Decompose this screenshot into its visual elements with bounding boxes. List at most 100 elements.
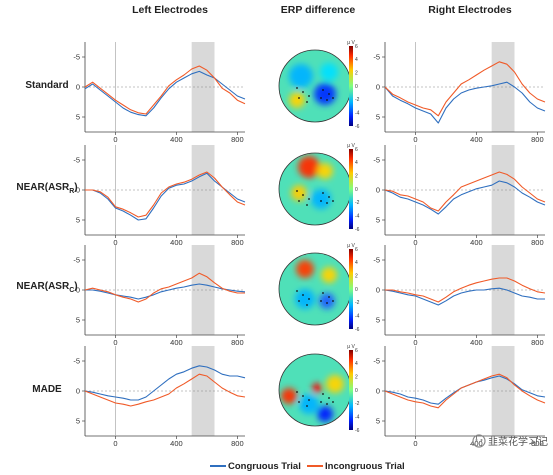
colorbar-tick-label: -2: [355, 300, 360, 306]
topo-blob: [317, 406, 333, 422]
electrode-dot: [306, 101, 308, 103]
x-tick-label: 400: [470, 238, 483, 247]
colorbar-tick-label: 2: [355, 173, 358, 179]
row-label-2: NEAR(ASRC): [16, 281, 77, 294]
row-label-tail: ): [74, 182, 77, 193]
colorbar-tick-label: 4: [355, 57, 358, 63]
colorbar-tick-label: -4: [355, 414, 360, 420]
electrode-dot: [302, 395, 304, 397]
y-tick-label: -5: [73, 256, 80, 265]
electrode-dot: [326, 302, 328, 304]
topo-blob: [326, 375, 344, 393]
panel-left-1: -5 0 5 0 400 800: [73, 145, 246, 247]
y-tick-label: 0: [376, 387, 380, 396]
panel-right-2: -5 0 5 0 400 800: [373, 245, 546, 347]
y-tick-label: 5: [76, 216, 80, 225]
colorbar-tick-label: -2: [355, 401, 360, 407]
y-tick-label: 0: [76, 83, 80, 92]
y-tick-label: 0: [376, 286, 380, 295]
colorbar-tick-label: 6: [355, 44, 358, 50]
colorbar-tick-label: 6: [355, 348, 358, 354]
topo-blob: [281, 388, 297, 404]
electrode-dot: [308, 95, 310, 97]
x-tick-label: 800: [531, 238, 544, 247]
electrode-dot: [308, 198, 310, 200]
colorbar-tick-label: -6: [355, 428, 360, 434]
colorbar-tick-label: 6: [355, 147, 358, 153]
panel-right-1: -5 0 5 0 400 800: [373, 145, 546, 247]
x-tick-label: 400: [170, 135, 183, 144]
electrode-dot: [296, 290, 298, 292]
y-tick-label: 5: [76, 316, 80, 325]
shaded-window: [491, 42, 515, 132]
panel-left-0: -5 0 5 0 400 800: [73, 42, 246, 144]
colorbar-unit-label: μ V: [347, 143, 355, 149]
topo-blob: [314, 83, 336, 105]
y-tick-label: -5: [373, 53, 380, 62]
electrode-dot: [326, 99, 328, 101]
incongruous-series-line: [385, 277, 546, 303]
colorbar-tick-label: -4: [355, 110, 360, 116]
y-tick-label: 0: [376, 186, 380, 195]
x-tick-label: 800: [531, 439, 544, 448]
y-tick-label: -5: [373, 256, 380, 265]
row-label-1: NEAR(ASRR): [16, 182, 77, 195]
wechat-icon-inner-2: [480, 439, 483, 441]
wechat-icon: [472, 434, 486, 448]
topo-blob: [311, 189, 331, 209]
colorbar-tick-label: 2: [355, 273, 358, 279]
x-tick-label: 800: [231, 338, 244, 347]
y-tick-label: 5: [376, 316, 380, 325]
y-tick-label: 0: [376, 83, 380, 92]
col-title-erp: ERP difference: [281, 4, 356, 16]
electrode-dot: [308, 399, 310, 401]
colorbar-tick-label: 2: [355, 70, 358, 76]
y-tick-label: 5: [376, 417, 380, 426]
colorbar-tick-label: 0: [355, 287, 358, 293]
x-tick-label: 0: [413, 338, 417, 347]
topo-blob: [317, 163, 333, 179]
colorbar: [349, 46, 353, 126]
colorbar-tick-label: -4: [355, 313, 360, 319]
topo-blob: [296, 260, 314, 278]
y-tick-label: -5: [373, 156, 380, 165]
row-label-3: MADE: [32, 384, 62, 395]
colorbar: [349, 350, 353, 430]
electrode-dot: [326, 202, 328, 204]
colorbar-tick-label: -2: [355, 200, 360, 206]
topoplot-3: μ V6 4 2 0 -2 -4 -6: [278, 344, 360, 434]
x-tick-label: 0: [113, 338, 117, 347]
row-label-0: Standard: [25, 80, 68, 91]
x-tick-label: 0: [413, 135, 417, 144]
shaded-window: [491, 145, 515, 235]
congruous-series-line: [85, 283, 246, 300]
electrode-dot: [328, 397, 330, 399]
x-tick-label: 400: [170, 439, 183, 448]
electrode-dot: [306, 405, 308, 407]
electrode-dot: [320, 97, 322, 99]
incongruous-series-line: [84, 65, 246, 115]
colorbar-tick-label: -2: [355, 97, 360, 103]
topo-blob: [312, 383, 322, 393]
electrode-dot: [320, 300, 322, 302]
colorbar-tick-label: -6: [355, 124, 360, 130]
shaded-window: [191, 42, 215, 132]
colorbar-tick-label: 0: [355, 388, 358, 394]
x-tick-label: 400: [470, 135, 483, 144]
electrode-dot: [306, 204, 308, 206]
electrode-dot: [332, 401, 334, 403]
incongruous-series-line: [85, 171, 246, 218]
topo-blob: [299, 394, 319, 414]
row-label-tail: ): [74, 281, 77, 292]
congruous-series-line: [84, 70, 246, 117]
electrode-dot: [322, 292, 324, 294]
topoplot-1: μ V6 4 2 0 -2 -4 -6: [278, 143, 360, 233]
topo-blob: [289, 64, 313, 88]
electrode-dot: [322, 89, 324, 91]
electrode-dot: [322, 192, 324, 194]
x-tick-label: 400: [170, 338, 183, 347]
colorbar-tick-label: -4: [355, 213, 360, 219]
x-tick-label: 800: [531, 338, 544, 347]
